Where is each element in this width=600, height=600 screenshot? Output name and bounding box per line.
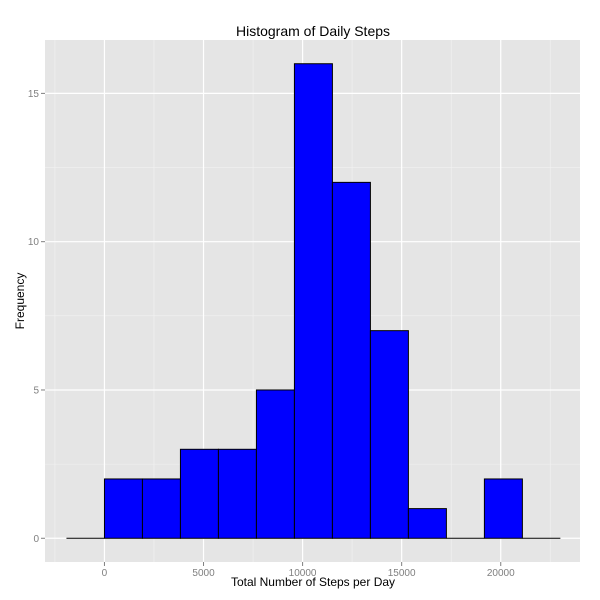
x-tick-label: 5000 (192, 568, 215, 579)
x-tick-label: 20000 (487, 568, 515, 579)
histogram-bar (255, 389, 295, 539)
y-tick-label: 5 (33, 385, 39, 396)
histogram-bar (141, 478, 181, 539)
minor-grid (45, 40, 580, 562)
chart-title: Histogram of Daily Steps (236, 23, 390, 39)
histogram-bar (293, 63, 333, 539)
x-tick-label: 0 (102, 568, 108, 579)
x-tick-label: 15000 (388, 568, 416, 579)
x-axis-ticks: 0 5000 10000 15000 20000 (102, 562, 515, 579)
histogram-bar (407, 508, 447, 539)
histogram-bar (103, 478, 143, 539)
histogram-bar (483, 478, 523, 539)
x-axis-title: Total Number of Steps per Day (231, 575, 395, 589)
histogram-bar (369, 330, 409, 539)
y-tick-label: 15 (28, 89, 40, 100)
x-tick-label: 10000 (289, 568, 317, 579)
histogram-bar (179, 448, 219, 539)
y-tick-label: 10 (28, 237, 40, 248)
y-axis-ticks: 0 5 10 15 (28, 89, 45, 545)
histogram-bar (331, 181, 371, 539)
y-tick-label: 0 (33, 534, 39, 545)
y-axis-title: Frequency (13, 273, 27, 330)
histogram-bar (217, 448, 257, 539)
histogram-bars (66, 63, 561, 539)
